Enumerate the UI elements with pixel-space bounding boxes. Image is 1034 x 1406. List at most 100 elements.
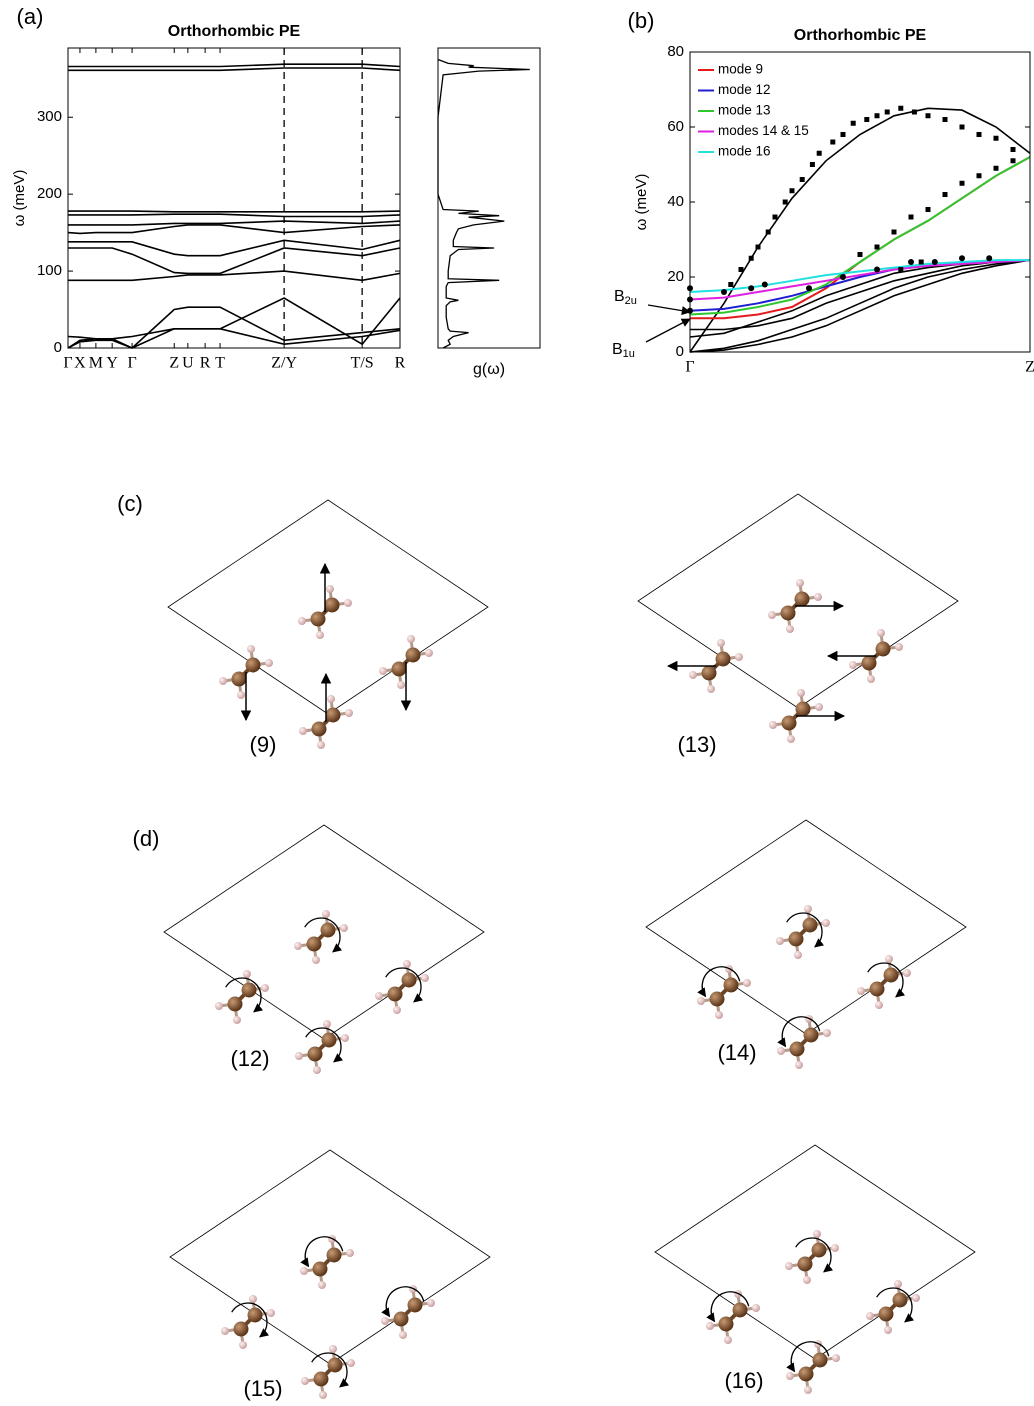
scatter-point bbox=[926, 113, 931, 118]
hydrogen-atom bbox=[717, 639, 725, 647]
hydrogen-atom bbox=[316, 631, 324, 639]
annotation-arrow bbox=[648, 305, 690, 312]
hydrogen-atom bbox=[421, 974, 429, 982]
hydrogen-atom bbox=[243, 970, 251, 978]
hydrogen-atom bbox=[298, 617, 306, 625]
mode-label: (9) bbox=[250, 732, 277, 757]
hydrogen-atom bbox=[735, 653, 743, 661]
hydrogen-atom bbox=[689, 671, 697, 679]
figure: (a)Orthorhombic PEω (meV)0100200300ΓXMYΓ… bbox=[0, 0, 1034, 1406]
hydrogen-atom bbox=[346, 1249, 354, 1257]
scatter-point bbox=[943, 117, 948, 122]
hydrogen-atom bbox=[697, 997, 705, 1005]
scatter-point bbox=[756, 245, 761, 250]
scatter-point bbox=[885, 110, 890, 115]
carbon-atom bbox=[796, 702, 811, 717]
carbon-atom bbox=[782, 716, 797, 731]
y-axis-label: ω (meV) bbox=[633, 174, 650, 231]
x-tick-label: M bbox=[89, 355, 103, 372]
carbon-atom bbox=[804, 1028, 819, 1043]
line-series bbox=[68, 214, 400, 216]
hydrogen-atom bbox=[706, 1322, 714, 1330]
hydrogen-atom bbox=[341, 1034, 349, 1042]
carbon-atom bbox=[879, 1307, 894, 1322]
scatter-point bbox=[960, 181, 965, 186]
scatter-point bbox=[783, 200, 788, 205]
scatter-point bbox=[766, 230, 771, 235]
scatter-point bbox=[898, 106, 903, 111]
hydrogen-atom bbox=[261, 984, 269, 992]
scatter-point bbox=[892, 230, 897, 235]
hydrogen-atom bbox=[895, 643, 903, 651]
hydrogen-atom bbox=[322, 910, 330, 918]
x-tick-label: X bbox=[74, 355, 86, 372]
hydrogen-atom bbox=[403, 960, 411, 968]
hydrogen-atom bbox=[397, 681, 405, 689]
hydrogen-atom bbox=[894, 1280, 902, 1288]
y-tick-label: 40 bbox=[667, 193, 684, 210]
panel-label: (c) bbox=[117, 491, 143, 516]
hydrogen-atom bbox=[326, 585, 334, 593]
hydrogen-atom bbox=[743, 979, 751, 987]
x-tick-label: Γ bbox=[127, 355, 136, 372]
hydrogen-atom bbox=[312, 956, 320, 964]
carbon-atom bbox=[408, 1298, 423, 1313]
x-tick-label: R bbox=[395, 355, 406, 372]
hydrogen-atom bbox=[785, 1262, 793, 1270]
carbon-atom bbox=[803, 918, 818, 933]
hydrogen-atom bbox=[804, 905, 812, 913]
line-series bbox=[68, 211, 400, 212]
hydrogen-atom bbox=[427, 1299, 435, 1307]
hydrogen-atom bbox=[831, 1244, 839, 1252]
carbon-atom bbox=[710, 992, 725, 1007]
hydrogen-atom bbox=[903, 969, 911, 977]
line-series bbox=[690, 157, 1030, 315]
carbon-atom bbox=[242, 983, 257, 998]
scatter-point bbox=[840, 274, 846, 280]
carbon-atom bbox=[326, 708, 341, 723]
scatter-point bbox=[898, 267, 903, 272]
hydrogen-atom bbox=[794, 951, 802, 959]
carbon-atom bbox=[308, 1047, 323, 1062]
carbon-atom bbox=[799, 1367, 814, 1382]
carbon-atom bbox=[246, 658, 261, 673]
line-series bbox=[68, 225, 400, 234]
hydrogen-atom bbox=[295, 1052, 303, 1060]
scatter-point bbox=[909, 215, 914, 220]
hydrogen-atom bbox=[795, 1061, 803, 1069]
scatter-point bbox=[943, 192, 948, 197]
y-tick-label: 300 bbox=[37, 108, 62, 125]
line-series bbox=[68, 68, 400, 70]
unit-cell-diagram bbox=[655, 1145, 975, 1394]
x-tick-label: Z bbox=[1025, 359, 1034, 376]
hydrogen-atom bbox=[875, 1001, 883, 1009]
x-tick-label: T/S bbox=[351, 355, 374, 372]
annotation-text: B bbox=[614, 288, 625, 305]
carbon-atom bbox=[798, 1257, 813, 1272]
hydrogen-atom bbox=[393, 1006, 401, 1014]
carbon-atom bbox=[884, 968, 899, 983]
hydrogen-atom bbox=[797, 689, 805, 697]
hydrogen-atom bbox=[814, 593, 822, 601]
hydrogen-atom bbox=[776, 937, 784, 945]
y-tick-label: 60 bbox=[667, 118, 684, 135]
hydrogen-atom bbox=[752, 1304, 760, 1312]
line-series bbox=[68, 240, 400, 255]
hydrogen-atom bbox=[340, 924, 348, 932]
hydrogen-atom bbox=[804, 1386, 812, 1394]
scatter-point bbox=[739, 267, 744, 272]
carbon-atom bbox=[789, 932, 804, 947]
mode-label: (15) bbox=[243, 1376, 282, 1401]
hydrogen-atom bbox=[301, 1377, 309, 1385]
line-series bbox=[68, 221, 400, 225]
scatter-point bbox=[994, 166, 999, 171]
panel-label: (b) bbox=[628, 8, 655, 33]
hydrogen-atom bbox=[313, 1066, 321, 1074]
y-tick-label: 0 bbox=[54, 339, 62, 356]
carbon-atom bbox=[327, 1248, 342, 1263]
hydrogen-atom bbox=[319, 1391, 327, 1399]
line-series bbox=[68, 298, 400, 344]
hydrogen-atom bbox=[381, 1317, 389, 1325]
scatter-point bbox=[926, 207, 931, 212]
hydrogen-atom bbox=[912, 1294, 920, 1302]
